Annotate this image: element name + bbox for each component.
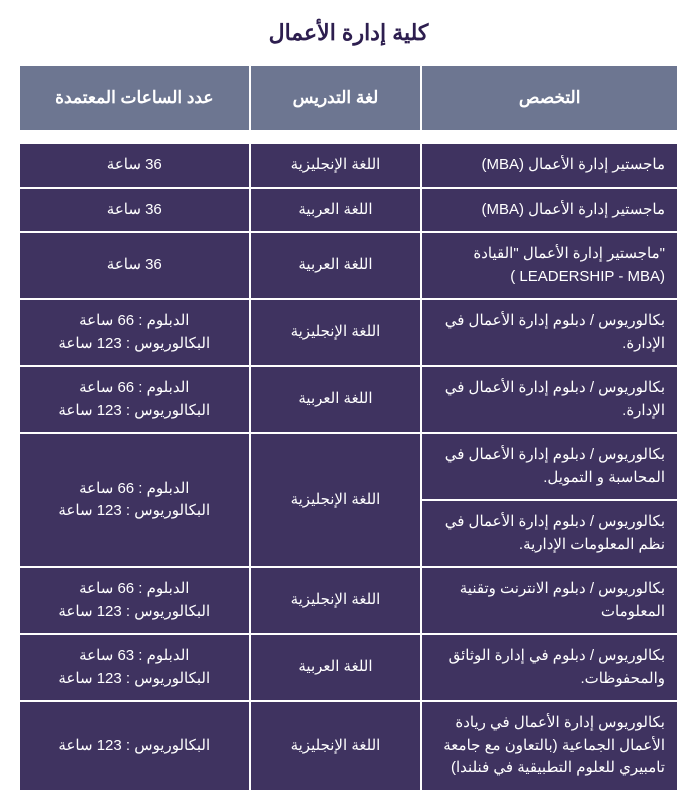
cell-hours: الدبلوم : 66 ساعةالبكالوريوس : 123 ساعة (20, 434, 249, 566)
cell-lang: اللغة العربية (251, 367, 421, 432)
cell-spec: بكالوريوس / دبلوم إدارة الأعمال في نظم ا… (422, 501, 677, 566)
table-row: "ماجستير إدارة الأعمال "القيادة (LEADERS… (20, 233, 677, 298)
table-row: بكالوريوس إدارة الأعمال في ريادة الأعمال… (20, 702, 677, 790)
cell-spec: بكالوريوس / دبلوم الانترنت وتقنية المعلو… (422, 568, 677, 633)
cell-spec: "ماجستير إدارة الأعمال "القيادة (LEADERS… (422, 233, 677, 298)
table-row: بكالوريوس / دبلوم الانترنت وتقنية المعلو… (20, 568, 677, 633)
cell-lang: اللغة العربية (251, 635, 421, 700)
cell-hours: البكالوريوس : 123 ساعة (20, 702, 249, 790)
cell-hours: 36 ساعة (20, 233, 249, 298)
table-row: بكالوريوس / دبلوم في إدارة الوثائق والمح… (20, 635, 677, 700)
cell-lang: اللغة الإنجليزية (251, 568, 421, 633)
cell-spec: ماجستير إدارة الأعمال (MBA) (422, 144, 677, 187)
cell-lang: اللغة الإنجليزية (251, 144, 421, 187)
cell-lang: اللغة الإنجليزية (251, 434, 421, 566)
table-row: ماجستير إدارة الأعمال (MBA) اللغة الإنجل… (20, 144, 677, 187)
col-header-lang: لغة التدريس (251, 66, 421, 130)
cell-lang: اللغة الإنجليزية (251, 702, 421, 790)
cell-lang: اللغة العربية (251, 189, 421, 232)
cell-spec: بكالوريوس / دبلوم إدارة الأعمال في الإدا… (422, 367, 677, 432)
col-header-hours: عدد الساعات المعتمدة (20, 66, 249, 130)
cell-spec: بكالوريوس إدارة الأعمال في ريادة الأعمال… (422, 702, 677, 790)
cell-hours: الدبلوم : 66 ساعةالبكالوريوس : 123 ساعة (20, 300, 249, 365)
cell-spec: ماجستير إدارة الأعمال (MBA) (422, 189, 677, 232)
cell-hours: الدبلوم : 66 ساعةالبكالوريوس : 123 ساعة (20, 568, 249, 633)
cell-hours: الدبلوم : 63 ساعةالبكالوريوس : 123 ساعة (20, 635, 249, 700)
programs-table: التخصص لغة التدريس عدد الساعات المعتمدة … (18, 64, 679, 792)
table-row: بكالوريوس / دبلوم إدارة الأعمال في الإدا… (20, 367, 677, 432)
cell-hours: الدبلوم : 66 ساعةالبكالوريوس : 123 ساعة (20, 367, 249, 432)
page-title: كلية إدارة الأعمال (18, 20, 679, 46)
table-row: ماجستير إدارة الأعمال (MBA) اللغة العربي… (20, 189, 677, 232)
cell-hours: 36 ساعة (20, 144, 249, 187)
table-row: بكالوريوس / دبلوم إدارة الأعمال في المحا… (20, 434, 677, 499)
cell-hours: 36 ساعة (20, 189, 249, 232)
cell-spec: بكالوريوس / دبلوم إدارة الأعمال في الإدا… (422, 300, 677, 365)
cell-lang: اللغة الإنجليزية (251, 300, 421, 365)
cell-spec: بكالوريوس / دبلوم في إدارة الوثائق والمح… (422, 635, 677, 700)
col-header-spec: التخصص (422, 66, 677, 130)
cell-lang: اللغة العربية (251, 233, 421, 298)
table-header-row: التخصص لغة التدريس عدد الساعات المعتمدة (20, 66, 677, 130)
table-row: بكالوريوس / دبلوم إدارة الأعمال في الإدا… (20, 300, 677, 365)
cell-spec: بكالوريوس / دبلوم إدارة الأعمال في المحا… (422, 434, 677, 499)
header-gap (20, 132, 677, 142)
